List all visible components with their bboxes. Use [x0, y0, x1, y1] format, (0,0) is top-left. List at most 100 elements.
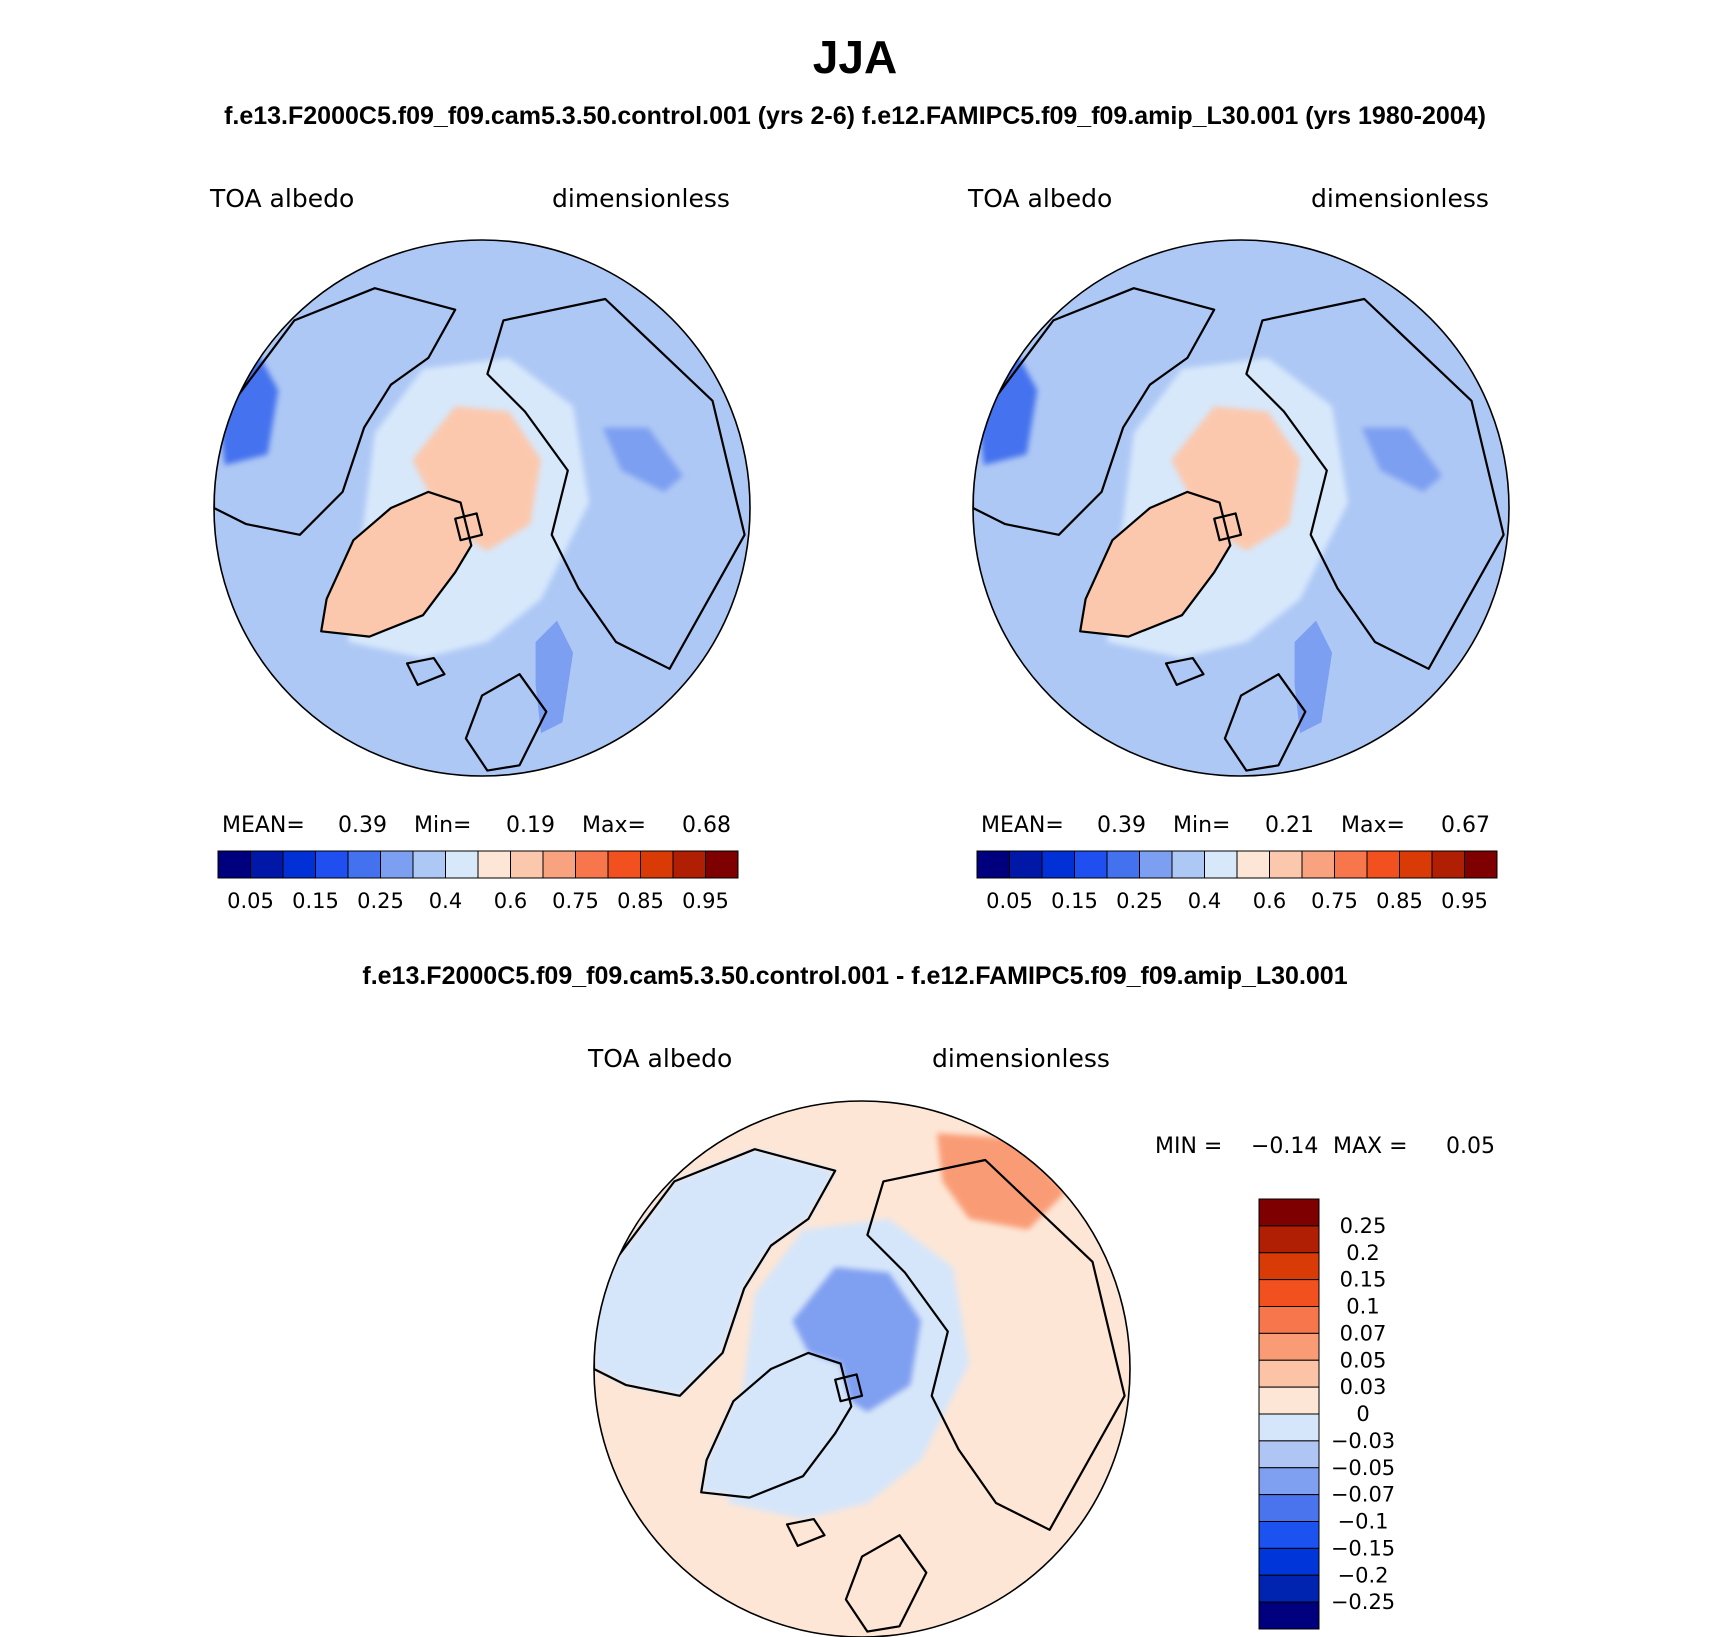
coastlines [214, 287, 746, 772]
iceland-coastline [785, 1517, 826, 1548]
colorbar-box [347, 850, 381, 879]
colorbar-box [1258, 1225, 1320, 1254]
colorbar-tick-label: 0.6 [1253, 889, 1286, 913]
colorbar-tick-label: 0.4 [429, 889, 462, 913]
colorbar-box [282, 850, 316, 879]
colorbar-tick-label: 0.25 [1340, 1214, 1387, 1238]
panel2-mean-label: MEAN= [981, 813, 1064, 838]
north-america-region [973, 288, 1215, 535]
colorbar-box [1258, 1467, 1320, 1496]
colorbar-box [1258, 1386, 1320, 1415]
colorbar-box [1258, 1440, 1320, 1469]
colorbar-box [1204, 850, 1238, 879]
colorbar-tick-label: 0.05 [986, 889, 1033, 913]
panel3-units-label: dimensionless [932, 1044, 1110, 1073]
panel1-min-value: 0.19 [506, 813, 555, 838]
colorbar-tick-label: 0.85 [617, 889, 664, 913]
colorbar-box [1258, 1601, 1320, 1630]
colorbar-box [1301, 850, 1335, 879]
colorbar-tick-label: 0.6 [494, 889, 527, 913]
europe-coastline [1223, 673, 1307, 772]
colorbar-tick-label: 0.75 [1311, 889, 1358, 913]
map-fill [594, 1101, 1130, 1637]
panel1-max-label: Max= [582, 813, 646, 838]
colorbar-box [1269, 850, 1303, 879]
colorbar-tick-label: −0.03 [1331, 1429, 1395, 1453]
panel2-max-value: 0.67 [1441, 813, 1490, 838]
colorbar-tick-label: 0.85 [1376, 889, 1423, 913]
na_land-coastline [214, 287, 457, 536]
colorbar-box [412, 850, 446, 879]
colorbar-tick-label: 0.4 [1188, 889, 1221, 913]
greenland-coastline [700, 1351, 853, 1499]
panel3-min-value: −0.14 [1251, 1134, 1319, 1159]
panel3-min-label: MIN = [1155, 1134, 1223, 1159]
colorbar-box [510, 850, 544, 879]
colorbar-box [477, 850, 511, 879]
colorbar-tick-label: 0.95 [682, 889, 729, 913]
colorbar-tick-label: 0.95 [1441, 889, 1488, 913]
colorbar-tick-label: 0.2 [1346, 1241, 1379, 1265]
map-boundary [593, 1100, 1131, 1637]
panel2-units-label: dimensionless [1311, 184, 1489, 213]
europe-coastline [844, 1534, 928, 1633]
panel3-variable-label: TOA albedo [588, 1044, 733, 1073]
colorbar-box [1334, 850, 1368, 879]
map-fill [973, 240, 1509, 776]
baltic-region [1294, 620, 1333, 734]
baltic-region [535, 620, 574, 734]
colorbar-box [1464, 850, 1498, 879]
colorbar-box [1258, 1306, 1320, 1334]
panel1-mean-value: 0.39 [338, 813, 387, 838]
svalbard-coastline [834, 1373, 864, 1403]
colorbar-box [575, 850, 609, 879]
difference-map [593, 1100, 1131, 1637]
colorbar-box [1258, 1574, 1320, 1603]
difference-colorbar: 0.25 0.2 0.15 0.10.07 0.05 0.03 0 −0.03 −0.05 −0.… [1258, 1198, 1395, 1630]
colorbar-tick-label: 0.05 [227, 889, 274, 913]
difference-subtitle: f.e13.F2000C5.f09_f09.cam5.3.50.control.… [362, 962, 1348, 990]
greenland-coastline [320, 490, 473, 638]
svalbard-coastline [1213, 512, 1243, 542]
colorbar-box [1258, 1521, 1320, 1549]
colorbar-tick-label: −0.07 [1331, 1483, 1395, 1507]
colorbar-box [1106, 850, 1140, 879]
colorbar-tick-label: 0.75 [552, 889, 599, 913]
colorbar-box [672, 850, 706, 879]
eurasia-coastline [1245, 297, 1505, 670]
colorbar-box [1074, 850, 1108, 879]
coastlines [973, 287, 1505, 772]
panel1-mean-label: MEAN= [222, 813, 305, 838]
panel2-min-value: 0.21 [1265, 813, 1314, 838]
iceland-coastline [405, 656, 446, 687]
coastlines [594, 1148, 1126, 1633]
pacific-patch-region [1361, 427, 1442, 492]
map-boundary [972, 239, 1510, 777]
colorbar-tick-label: 0.07 [1340, 1321, 1387, 1345]
figure-subtitle: f.e13.F2000C5.f09_f09.cam5.3.50.control.… [224, 102, 1486, 130]
panel1-map [213, 239, 751, 777]
colorbar-box [1139, 850, 1173, 879]
eurasia-coastline [866, 1158, 1126, 1531]
colorbar-box [1258, 1279, 1320, 1307]
colorbar-tick-label: 0 [1356, 1402, 1369, 1426]
colorbar-box [217, 850, 251, 879]
colorbar-box [1258, 1252, 1320, 1281]
colorbar-box [1258, 1494, 1320, 1522]
colorbar-box [1041, 850, 1075, 879]
colorbar-box [542, 850, 576, 879]
colorbar-box [705, 850, 739, 879]
colorbar-tick-label: −0.25 [1331, 1590, 1395, 1614]
colorbar-box [445, 850, 479, 879]
panel2-colorbar: 0.05 0.15 0.25 0.4 0.6 0.75 0.85 0.95 [976, 850, 1498, 913]
na_land-coastline [973, 287, 1216, 536]
figure-title: JJA [812, 31, 898, 83]
iceland-coastline [1164, 656, 1205, 687]
greenland-coastline [1079, 490, 1232, 638]
na_land-coastline [594, 1148, 837, 1397]
colorbar-tick-label: 0.25 [1116, 889, 1163, 913]
map-fill [214, 240, 750, 776]
north-america-region [214, 288, 456, 535]
colorbar-box [1258, 1547, 1320, 1576]
